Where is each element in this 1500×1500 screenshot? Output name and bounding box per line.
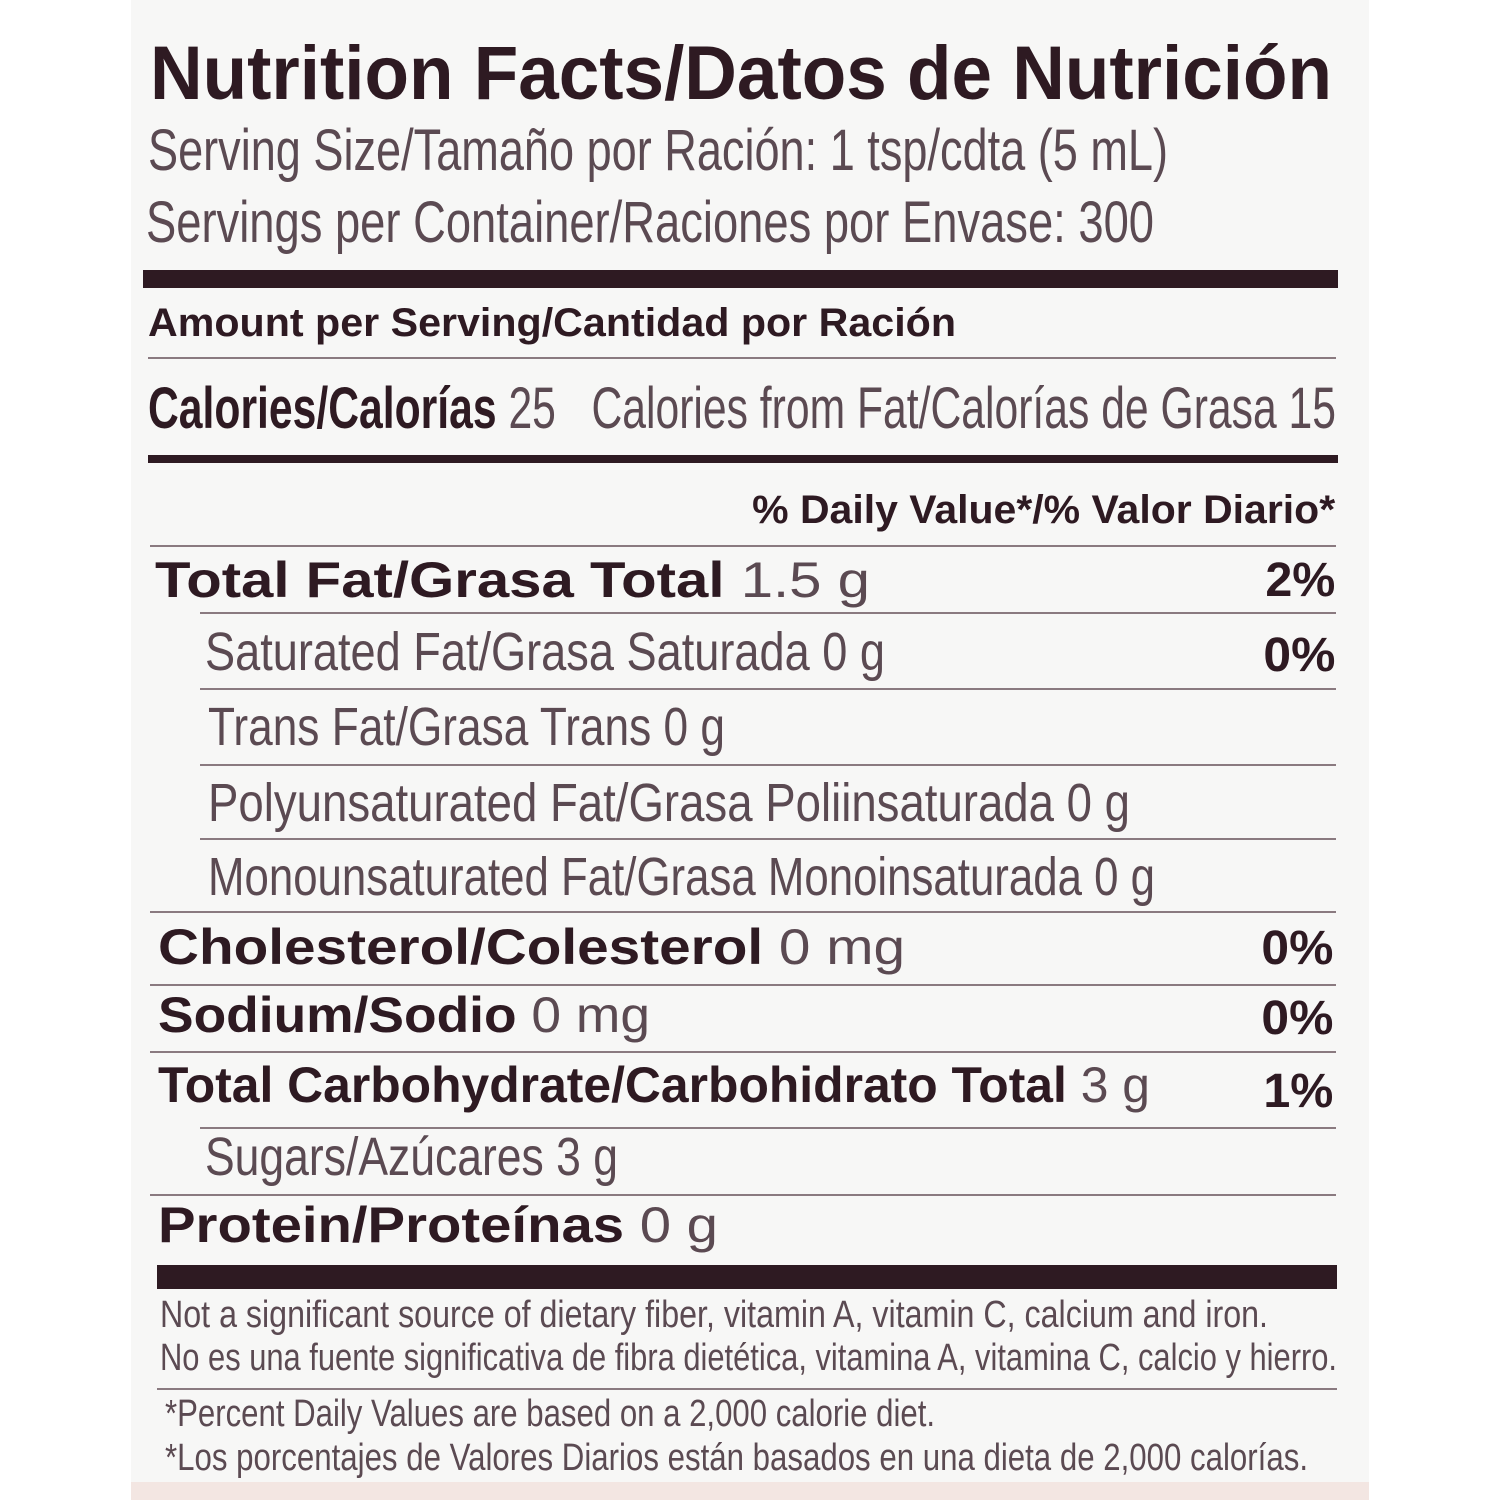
nutrient-label: Total Fat/Grasa Total [155, 552, 725, 608]
medium-divider [148, 455, 1338, 463]
nutrient-label: Sodium/Sodio [158, 987, 517, 1043]
divider [157, 1388, 1337, 1390]
footnote-daily-values-en: *Percent Daily Values are based on a 2,0… [165, 1393, 935, 1435]
nutrient-polyunsaturated-fat: Polyunsaturated Fat/Grasa Poliinsaturada… [208, 773, 1130, 833]
nutrient-label: Cholesterol/Colesterol [158, 919, 764, 975]
nutrient-amount: 0 mg [778, 919, 905, 975]
nutrition-label [131, 0, 1369, 1500]
footnote-not-significant-en: Not a significant source of dietary fibe… [160, 1294, 1268, 1336]
nutrient-monounsaturated-fat: Monounsaturated Fat/Grasa Monoinsaturada… [208, 847, 1155, 907]
servings-per-container: Servings per Container/Raciones por Enva… [146, 190, 1154, 255]
nutrient-trans-fat: Trans Fat/Grasa Trans 0 g [208, 697, 725, 757]
nutrient-sugars: Sugars/Azúcares 3 g [205, 1127, 618, 1187]
dv-total-fat: 2% [1265, 554, 1335, 607]
dv-total-carbohydrate: 1% [1263, 1065, 1333, 1118]
nutrient-sodium: Sodium/Sodio 0 mg [158, 990, 650, 1040]
divider [150, 984, 1336, 986]
dv-sodium: 0% [1261, 992, 1333, 1045]
divider [200, 838, 1336, 840]
divider [200, 612, 1336, 614]
nutrient-label: Total Carbohydrate/Carbohidrato Total [158, 1057, 1067, 1113]
divider [200, 1127, 1336, 1129]
divider [150, 1194, 1336, 1196]
dv-cholesterol: 0% [1261, 922, 1333, 975]
divider [200, 764, 1336, 766]
nutrient-protein: Protein/Proteínas 0 g [158, 1200, 718, 1250]
nutrient-amount: 3 g [1080, 1057, 1150, 1113]
nutrient-amount: 0 g [639, 1197, 718, 1253]
dv-saturated-fat: 0% [1263, 629, 1335, 682]
thick-divider [157, 1265, 1337, 1289]
nutrient-amount: 1.5 g [740, 552, 870, 608]
serving-size: Serving Size/Tamaño por Ración: 1 tsp/cd… [148, 118, 1168, 183]
divider [150, 545, 1336, 547]
calories-value: 25 [508, 376, 556, 441]
footnote-not-significant-es: No es una fuente significativa de fibra … [160, 1337, 1337, 1379]
package-edge [131, 1482, 1369, 1500]
nutrient-cholesterol: Cholesterol/Colesterol 0 mg [158, 922, 905, 972]
divider [150, 911, 1336, 913]
calories-label: Calories/Calorías [148, 376, 497, 441]
footnote-daily-values-es: *Los porcentajes de Valores Diarios está… [165, 1437, 1308, 1479]
thick-divider [143, 270, 1338, 288]
calories-row: Calories/Calorías 25 Calories from Fat/C… [148, 380, 1336, 438]
nutrient-total-carbohydrate: Total Carbohydrate/Carbohidrato Total 3 … [158, 1060, 1150, 1110]
nutrient-saturated-fat: Saturated Fat/Grasa Saturada 0 g [205, 622, 885, 682]
daily-value-header: % Daily Value*/% Valor Diario* [752, 488, 1335, 532]
nutrient-label: Protein/Proteínas [158, 1197, 625, 1253]
nutrient-total-fat: Total Fat/Grasa Total 1.5 g [155, 555, 870, 605]
divider [148, 357, 1336, 359]
amount-per-serving: Amount per Serving/Cantidad por Ración [148, 301, 956, 345]
divider [200, 688, 1336, 690]
label-title: Nutrition Facts/Datos de Nutrición [150, 31, 1332, 116]
nutrient-amount: 0 mg [531, 987, 650, 1043]
calories-from-fat: Calories from Fat/Calorías de Grasa 15 [591, 376, 1336, 441]
divider [150, 1051, 1336, 1053]
